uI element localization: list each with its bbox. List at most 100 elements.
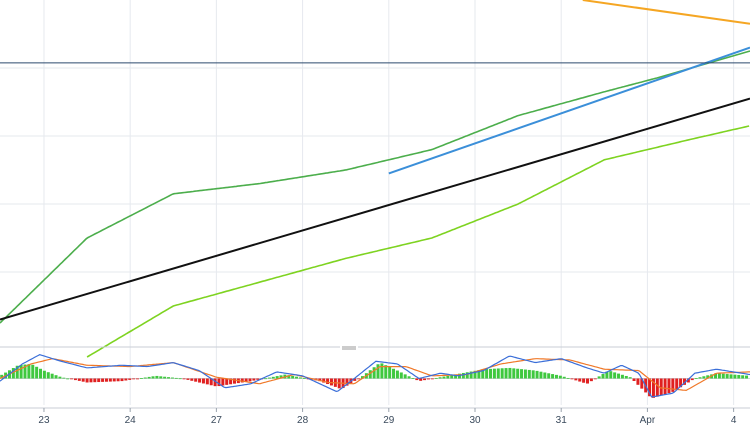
macd-histogram-bar-68 bbox=[264, 378, 268, 380]
macd-histogram-bar-16 bbox=[62, 377, 66, 379]
macd-signal-line bbox=[0, 358, 750, 392]
macd-histogram-bar-85 bbox=[329, 378, 333, 386]
x-tick-label-7: Apr bbox=[640, 415, 656, 426]
x-tick-label-5: 30 bbox=[469, 415, 481, 426]
macd-histogram-bar-149 bbox=[578, 378, 582, 382]
macd-histogram-bar-123 bbox=[477, 370, 481, 379]
macd-histogram-bar-43 bbox=[167, 377, 171, 379]
macd-histogram-bar-113 bbox=[438, 377, 442, 379]
macd-histogram-bar-169 bbox=[655, 378, 659, 397]
macd-histogram-bar-104 bbox=[403, 374, 407, 379]
macd-histogram-bar-114 bbox=[442, 376, 446, 379]
macd-histogram-bar-168 bbox=[651, 378, 655, 398]
macd-histogram-bar-96 bbox=[372, 367, 376, 379]
macd-histogram-bar-58 bbox=[225, 378, 229, 385]
macd-histogram-bar-187 bbox=[725, 374, 729, 379]
macd-histogram-bar-97 bbox=[376, 364, 380, 379]
macd-histogram-bar-25 bbox=[97, 378, 101, 383]
macd-histogram-bar-125 bbox=[485, 369, 489, 379]
macd-histogram-bar-189 bbox=[733, 374, 737, 379]
macd-histogram-bar-102 bbox=[395, 370, 399, 379]
macd-histogram-bar-74 bbox=[287, 375, 291, 379]
macd-histogram-bar-182 bbox=[706, 375, 710, 379]
macd-histogram-bar-66 bbox=[256, 378, 260, 380]
macd-histogram-bar-19 bbox=[73, 378, 77, 381]
macd-histogram-bar-93 bbox=[361, 376, 364, 379]
macd-histogram-bar-3 bbox=[11, 368, 15, 379]
macd-histogram-bar-24 bbox=[93, 378, 97, 383]
macd-histogram-bar-178 bbox=[690, 378, 694, 381]
macd-histogram-bar-71 bbox=[275, 376, 279, 379]
grid bbox=[0, 0, 750, 405]
macd-histogram-bar-38 bbox=[147, 376, 151, 379]
macd-histogram-bar-27 bbox=[104, 378, 108, 382]
macd-histogram-bar-8 bbox=[31, 364, 35, 379]
macd-histogram-bar-181 bbox=[702, 376, 706, 379]
macd-histogram-bar-184 bbox=[714, 373, 718, 379]
macd-histogram-bar-37 bbox=[143, 377, 147, 379]
macd-histogram-bar-77 bbox=[298, 377, 302, 379]
macd-histogram-bar-175 bbox=[679, 378, 683, 388]
macd-histogram-bar-45 bbox=[174, 377, 178, 379]
macd-histogram-bar-152 bbox=[589, 378, 593, 382]
macd-histogram-bar-56 bbox=[217, 378, 221, 387]
macd-histogram-bar-144 bbox=[558, 375, 562, 379]
macd-histogram-bar-4 bbox=[15, 365, 19, 379]
macd-histogram-bar-132 bbox=[512, 368, 516, 379]
macd-histogram-bar-171 bbox=[663, 378, 667, 395]
macd-histogram-bar-155 bbox=[601, 373, 605, 379]
macd-histogram-bar-106 bbox=[411, 378, 415, 379]
macd-histogram-bar-105 bbox=[407, 376, 411, 379]
macd-histogram-bar-50 bbox=[194, 378, 198, 382]
macd-histogram-bar-133 bbox=[516, 368, 520, 379]
macd-histogram-bar-64 bbox=[248, 378, 252, 382]
macd-histogram-bar-141 bbox=[547, 373, 551, 379]
macd-histogram-bar-36 bbox=[139, 378, 143, 379]
macd-histogram-bar-84 bbox=[326, 378, 330, 385]
macd-histogram-bar-126 bbox=[489, 368, 493, 379]
macd-histogram-bar-0 bbox=[0, 374, 4, 379]
macd-histogram-bar-42 bbox=[163, 376, 167, 379]
macd-histogram-bar-131 bbox=[508, 367, 512, 379]
moving-average-2 bbox=[86, 125, 750, 358]
macd-histogram-bar-18 bbox=[70, 378, 74, 380]
macd-histogram-bar-129 bbox=[500, 368, 504, 379]
macd-line bbox=[0, 354, 750, 398]
macd-histogram-bar-191 bbox=[741, 375, 745, 379]
macd-histogram-bar-140 bbox=[543, 372, 547, 379]
macd-histogram-bar-30 bbox=[116, 378, 120, 382]
macd-histogram-bar-28 bbox=[108, 378, 112, 382]
macd-histogram-bar-107 bbox=[415, 378, 419, 381]
macd-histogram-bar-63 bbox=[244, 378, 248, 382]
macd-histogram-bar-148 bbox=[574, 378, 578, 381]
macd-histogram-bar-146 bbox=[566, 377, 570, 379]
macd-histogram-bar-150 bbox=[582, 378, 586, 383]
macd-histogram-bar-9 bbox=[35, 366, 39, 379]
x-tick-label-4: 29 bbox=[383, 415, 395, 426]
macd-histogram-bar-54 bbox=[209, 378, 213, 386]
macd-histogram-bar-62 bbox=[240, 378, 244, 383]
macd-histogram-bar-186 bbox=[721, 373, 725, 379]
macd-histogram-bar-89 bbox=[345, 378, 349, 386]
macd-histogram-bar-121 bbox=[469, 371, 473, 379]
macd-histogram-bar-110 bbox=[426, 378, 430, 380]
macd-histogram-bar-147 bbox=[570, 378, 574, 380]
macd-histogram-bar-34 bbox=[132, 378, 136, 380]
macd-histogram-bar-5 bbox=[19, 364, 23, 379]
macd-histogram-bar-48 bbox=[186, 378, 190, 380]
macd-histogram-bar-92 bbox=[357, 378, 361, 380]
macd-histogram-bar-112 bbox=[434, 377, 438, 379]
macd-histogram-bar-20 bbox=[77, 378, 81, 381]
macd-histogram-bar-101 bbox=[392, 368, 396, 379]
macd-histogram-bar-139 bbox=[539, 371, 543, 379]
macd-histogram-bar-76 bbox=[295, 376, 299, 379]
panel-resize-handle[interactable] bbox=[340, 345, 358, 351]
macd-histogram-bar-52 bbox=[201, 378, 205, 384]
macd-histogram-bar-135 bbox=[523, 369, 527, 379]
x-tick-label-1: 24 bbox=[125, 415, 137, 426]
macd-histogram-bar-172 bbox=[667, 378, 671, 394]
macd-histogram-bar-160 bbox=[620, 374, 624, 379]
macd-histogram-bar-103 bbox=[399, 372, 403, 379]
macd-histogram-bar-49 bbox=[190, 378, 194, 381]
